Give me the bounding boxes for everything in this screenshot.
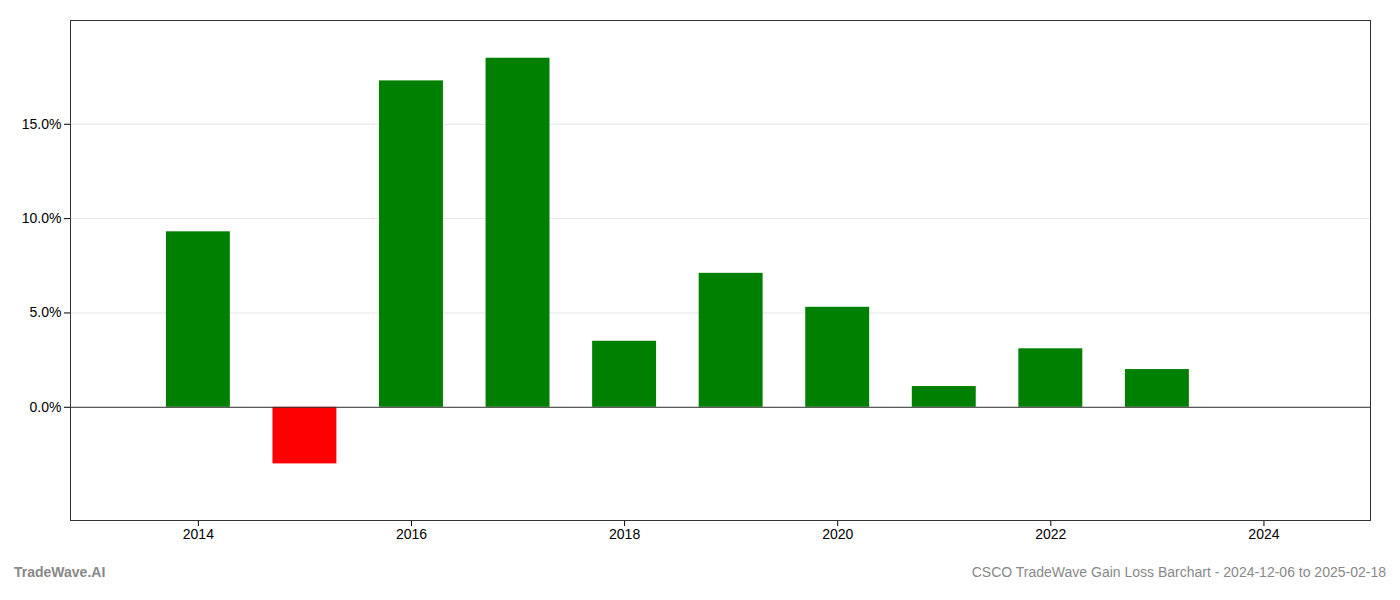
svg-text:5.0%: 5.0%	[30, 304, 62, 320]
svg-text:2018: 2018	[609, 526, 640, 542]
html-text:TradeWave.AI: TradeWave.AI	[14, 564, 106, 580]
svg-text:0.0%: 0.0%	[30, 399, 62, 415]
svg-text:2020: 2020	[822, 526, 853, 542]
svg-text:10.0%: 10.0%	[22, 210, 62, 226]
svg-text:2014: 2014	[183, 526, 214, 542]
svg-text:15.0%: 15.0%	[22, 116, 62, 132]
html-text:CSCO TradeWave Gain Loss Barch: CSCO TradeWave Gain Loss Barchart - 2024…	[971, 564, 1386, 580]
svg-text:2022: 2022	[1035, 526, 1066, 542]
svg-text:2024: 2024	[1248, 526, 1279, 542]
svg-text:2016: 2016	[396, 526, 427, 542]
